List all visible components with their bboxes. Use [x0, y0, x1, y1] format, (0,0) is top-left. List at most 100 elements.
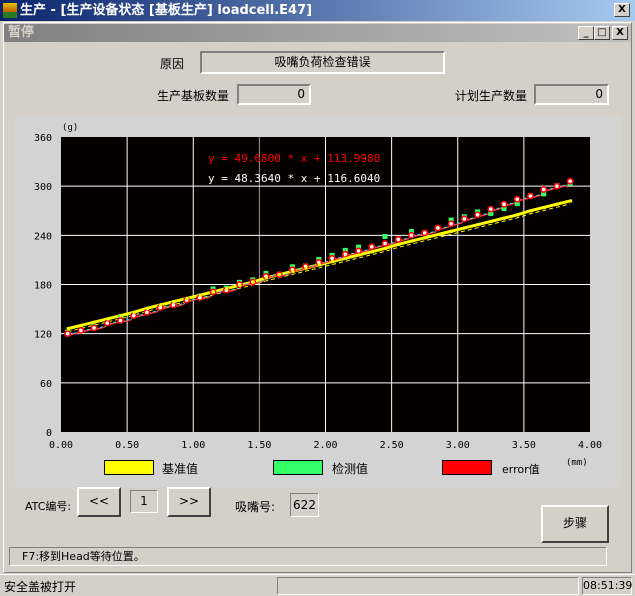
baseline-point — [344, 256, 348, 260]
baseline-point — [304, 266, 308, 270]
baseline-point — [569, 199, 573, 203]
error-point — [103, 319, 111, 327]
measured-point — [501, 206, 507, 212]
y-tick-label: 240 — [34, 231, 52, 242]
baseline-point — [66, 327, 70, 331]
baseline-point — [172, 300, 176, 304]
baseline-point — [397, 242, 401, 246]
error-point — [341, 250, 349, 258]
message-field: F7:移到Head等待位置。 — [9, 547, 607, 566]
baseline-line-lower — [67, 203, 571, 333]
measured-point — [541, 191, 547, 197]
baseline-point — [384, 246, 388, 250]
planned-count-field: 0 — [534, 84, 609, 105]
baseline-point — [159, 303, 163, 307]
baseline-point — [476, 223, 480, 227]
baseline-point — [463, 226, 467, 230]
baseline-point — [450, 229, 454, 233]
fit-equation: y = 49.6800 * x + 113.9980 — [208, 152, 380, 165]
child-window — [3, 22, 632, 573]
step-button[interactable]: 步骤 — [541, 505, 609, 543]
baseline-point — [317, 263, 321, 267]
y-tick-label: 120 — [34, 330, 52, 341]
x-tick-label: 1.50 — [247, 440, 271, 451]
nozzle-label: 吸嘴号: — [235, 500, 276, 514]
baseline-point — [106, 317, 110, 321]
y-tick-label: 0 — [46, 428, 52, 439]
baseline-point — [79, 323, 83, 327]
app-icon — [3, 3, 17, 18]
error-point — [368, 243, 376, 251]
child-titlebar: 暂停 _ □ X — [4, 24, 631, 42]
x-tick-label: 3.00 — [446, 440, 470, 451]
baseline-point — [93, 320, 97, 324]
x-axis-unit: (mm) — [566, 458, 588, 468]
planned-count-label: 计划生产数量 — [455, 89, 528, 103]
error-point — [447, 220, 455, 228]
baseline-point — [516, 213, 520, 217]
legend-swatch-error — [442, 460, 492, 475]
status-panel — [277, 577, 579, 595]
error-point — [540, 186, 548, 193]
minimize-button[interactable]: _ — [578, 26, 594, 40]
error-point — [513, 195, 521, 203]
next-button[interactable]: >> — [167, 487, 211, 517]
y-tick-label: 300 — [34, 182, 52, 193]
y-tick-label: 360 — [34, 133, 52, 144]
baseline-point — [410, 239, 414, 243]
y-axis-unit: (g) — [62, 123, 78, 133]
x-tick-label: 2.00 — [313, 440, 337, 451]
baseline-point — [225, 287, 229, 291]
error-point — [394, 236, 402, 243]
status-bar: 安全盖被打开 08:51:39 — [0, 574, 635, 596]
baseline-point — [436, 233, 440, 237]
status-text: 安全盖被打开 — [4, 580, 77, 594]
baseline-point — [198, 293, 202, 297]
baseline-point — [503, 216, 507, 220]
maximize-button[interactable]: □ — [594, 26, 610, 40]
error-point — [381, 240, 389, 247]
baseline-point — [212, 290, 216, 294]
window-titlebar: 生产 - [生产设备状态 [基板生产] loadcell.E47] X — [0, 0, 635, 21]
prev-button[interactable]: << — [77, 487, 121, 517]
chart: 0.00 0.50 1.00 1.50 2.00 2.50 3.00 3.50 4.00 0 60 1… — [34, 123, 602, 468]
window-close-button[interactable]: X — [614, 3, 630, 17]
nozzle-number-field: 622 — [290, 493, 319, 517]
error-point — [90, 324, 98, 332]
error-point — [474, 211, 481, 219]
child-title: 暂停 — [8, 25, 35, 40]
error-point — [355, 247, 362, 255]
legend-swatch-baseline — [104, 460, 154, 475]
x-tick-label: 0.50 — [115, 440, 139, 451]
baseline-point — [489, 219, 493, 223]
child-close-button[interactable]: X — [612, 26, 628, 40]
error-point — [64, 330, 72, 338]
legend-label-measured: 检测值 — [332, 462, 369, 476]
baseline-point — [278, 273, 282, 277]
error-point — [117, 317, 124, 324]
measured-point — [382, 233, 388, 239]
error-point — [500, 200, 508, 208]
baseline-point — [145, 306, 149, 310]
status-time: 08:51:39 — [582, 577, 632, 595]
x-tick-label: 1.00 — [181, 440, 205, 451]
measured-point — [356, 244, 362, 250]
measured-point — [448, 217, 454, 223]
reason-label: 原因 — [160, 57, 185, 71]
produced-count-field: 0 — [237, 84, 311, 105]
atc-number-field: 1 — [130, 490, 158, 513]
baseline-point — [238, 283, 242, 287]
baseline-point — [264, 276, 268, 280]
legend-swatch-measured — [273, 460, 323, 475]
baseline-point — [119, 314, 123, 318]
baseline-point — [529, 209, 533, 213]
error-point — [553, 182, 561, 190]
error-point — [421, 229, 429, 237]
error-point — [487, 205, 495, 213]
baseline-point — [132, 310, 136, 314]
atc-label: ATC编号: — [25, 500, 72, 513]
fit-equation: y = 48.3640 * x + 116.6040 — [208, 172, 380, 185]
x-tick-label: 2.50 — [380, 440, 404, 451]
baseline-point — [555, 202, 559, 206]
x-tick-label: 3.50 — [512, 440, 536, 451]
